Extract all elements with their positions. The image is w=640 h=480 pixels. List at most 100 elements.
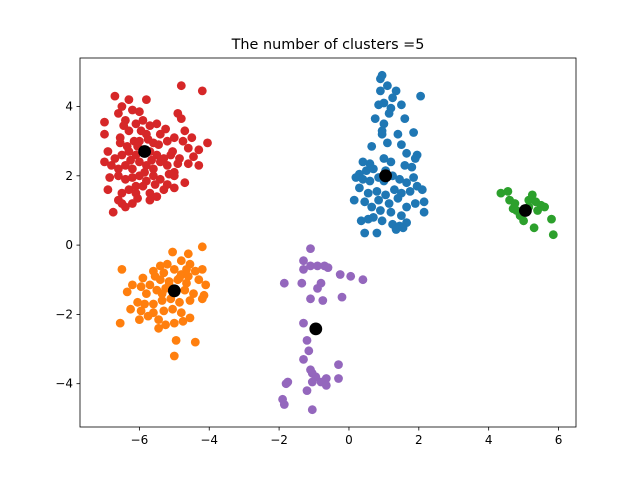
data-point: [169, 183, 179, 193]
data-point: [337, 292, 347, 302]
data-point: [376, 206, 385, 215]
data-point: [157, 289, 167, 298]
data-point: [100, 129, 109, 139]
x-tick-label: 2: [415, 433, 423, 447]
data-point: [110, 154, 120, 163]
data-point: [138, 181, 148, 191]
data-point: [135, 107, 144, 117]
data-point: [176, 81, 186, 91]
data-point: [168, 247, 178, 257]
data-point: [377, 216, 387, 226]
data-point: [183, 271, 193, 281]
data-point: [164, 169, 174, 179]
data-point: [138, 116, 148, 125]
data-point: [131, 119, 141, 129]
data-point: [299, 256, 308, 266]
data-point: [107, 161, 116, 170]
data-point: [417, 185, 427, 195]
data-point: [133, 193, 143, 203]
data-point: [126, 304, 135, 314]
y-tick-label: −2: [55, 307, 73, 321]
data-point: [162, 136, 172, 146]
data-point: [117, 102, 127, 111]
data-point: [135, 157, 144, 167]
data-point: [140, 167, 150, 177]
data-point: [178, 136, 188, 146]
data-point: [391, 86, 401, 96]
data-point: [402, 148, 411, 158]
data-point: [127, 280, 137, 290]
data-point: [355, 183, 364, 193]
data-point: [299, 355, 308, 364]
data-point: [124, 95, 134, 104]
data-point: [145, 188, 155, 198]
data-point: [197, 294, 207, 304]
data-point: [379, 154, 389, 163]
data-point: [334, 360, 343, 369]
data-point: [335, 270, 345, 279]
data-point: [190, 266, 200, 276]
data-point: [279, 400, 289, 409]
data-point: [372, 228, 382, 238]
data-point: [503, 187, 513, 196]
data-point: [409, 128, 418, 137]
data-point: [197, 86, 207, 96]
data-point: [124, 185, 134, 195]
data-point: [159, 268, 169, 278]
data-point: [307, 405, 317, 415]
data-point: [152, 119, 162, 129]
data-point: [154, 140, 164, 150]
data-point: [183, 159, 193, 169]
data-point: [365, 176, 375, 186]
data-point: [370, 114, 380, 123]
data-point: [127, 105, 137, 115]
data-point: [416, 91, 425, 101]
data-point: [400, 161, 410, 170]
data-point: [384, 199, 394, 208]
data-point: [162, 161, 172, 170]
points-layer: [100, 70, 558, 415]
data-point: [393, 129, 403, 139]
data-point: [145, 121, 155, 130]
data-point: [154, 323, 164, 333]
data-point: [147, 155, 157, 165]
data-point: [358, 275, 368, 285]
centroid-point: [309, 322, 323, 336]
data-point: [402, 178, 411, 188]
data-point: [127, 164, 137, 174]
data-point: [135, 315, 144, 324]
centroid-point: [519, 204, 532, 217]
data-point: [334, 374, 343, 383]
data-point: [103, 185, 113, 195]
data-point: [377, 70, 387, 80]
data-point: [194, 275, 204, 285]
data-point: [307, 377, 317, 387]
data-point: [126, 155, 135, 165]
data-point: [360, 197, 370, 207]
data-point: [189, 289, 198, 298]
data-point: [410, 199, 420, 208]
data-point: [180, 126, 190, 136]
data-point: [190, 337, 200, 347]
data-point: [313, 261, 322, 271]
data-point: [391, 225, 401, 234]
data-point: [362, 166, 371, 176]
data-point: [297, 278, 307, 288]
data-point: [145, 280, 155, 290]
data-point: [419, 207, 429, 217]
data-point: [103, 147, 113, 156]
data-point: [145, 195, 155, 205]
data-point: [302, 386, 312, 395]
data-point: [390, 185, 399, 195]
data-point: [155, 275, 165, 285]
data-point: [363, 188, 373, 198]
data-point: [182, 265, 191, 274]
data-point: [185, 296, 195, 305]
data-point: [143, 135, 153, 144]
data-point: [169, 318, 179, 328]
data-point: [136, 282, 146, 292]
data-point: [105, 173, 115, 182]
data-point: [397, 100, 406, 110]
x-tick-label: −4: [200, 433, 218, 447]
y-tick-label: 2: [65, 169, 73, 183]
